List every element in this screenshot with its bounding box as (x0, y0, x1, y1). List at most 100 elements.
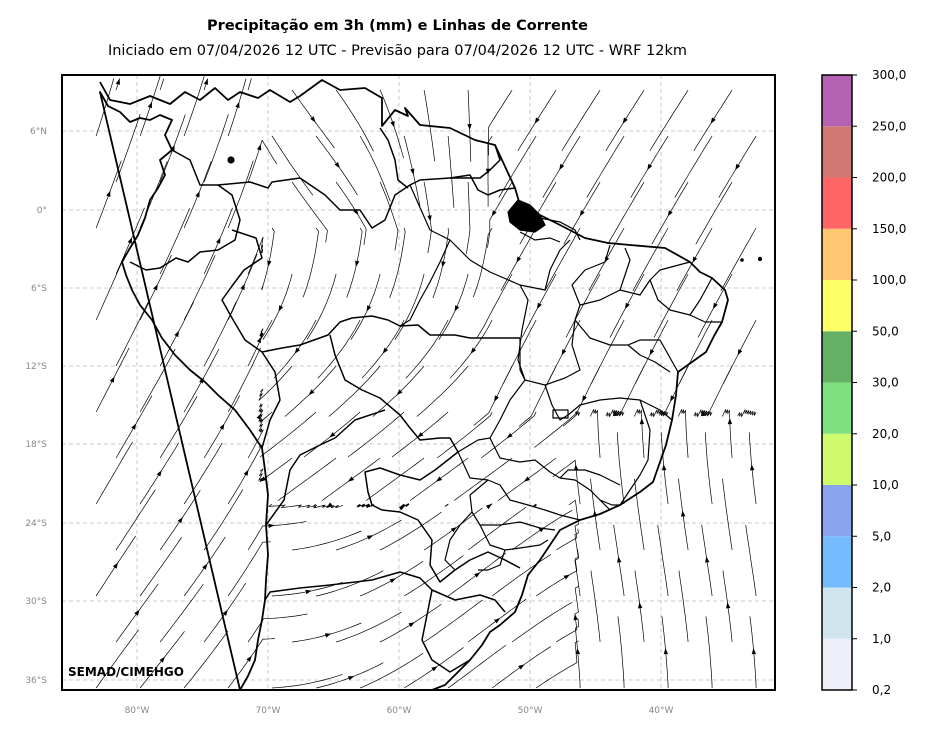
streamline (389, 227, 406, 299)
streamline (535, 640, 579, 689)
streamline (544, 227, 581, 291)
streamline-arrow (109, 376, 115, 383)
streamline-arrow (334, 162, 340, 169)
colorbar-label: 1,0 (872, 632, 891, 646)
streamline-arrow (147, 101, 152, 109)
streamline-arrow (174, 330, 179, 338)
streamline-arrow (737, 349, 743, 356)
colorbar-swatch (822, 638, 852, 690)
streamline (277, 457, 337, 501)
streamline (183, 630, 229, 689)
streamline-arrow (667, 210, 673, 217)
streamline-arrow (523, 476, 531, 482)
streamline-arrow (470, 347, 477, 354)
streamline-arrow (310, 116, 316, 123)
lat-label: 24°S (25, 519, 47, 529)
streamline-arrow (582, 395, 587, 402)
streamline (203, 301, 237, 367)
streamline (574, 528, 581, 597)
streamline (695, 181, 733, 245)
colorbar-swatch (822, 485, 852, 537)
colorbar-swatch (822, 536, 852, 588)
streamline-arrow (559, 163, 565, 171)
streamline-arrow (222, 609, 228, 616)
streamline-arrow (355, 260, 360, 267)
streamline (95, 629, 139, 689)
streamline (653, 273, 689, 338)
streamline (359, 135, 391, 202)
streamline (335, 89, 374, 152)
colorbar-label: 30,0 (872, 376, 899, 390)
streamline (159, 584, 204, 643)
streamline-arrow (617, 556, 622, 563)
state-borders (399, 184, 722, 571)
streamline-arrow (347, 476, 355, 482)
streamline-arrow (243, 469, 249, 476)
streamline (115, 301, 149, 367)
streamline (159, 78, 165, 91)
streamline-arrow (638, 602, 643, 609)
colorbar: 0,2 1,0 2,0 5,0 10,0 20,0 30,0 50,0 100,0 150,0 20… (821, 68, 906, 697)
streamline-arrow (329, 432, 336, 438)
streamline-arrow (450, 527, 457, 533)
streamline-arrow (726, 602, 731, 609)
lat-label: 30°S (25, 597, 47, 607)
streamline-arrow (681, 510, 686, 517)
streamline-arrow (441, 261, 446, 268)
streamline (704, 432, 713, 505)
streamline-arrow (417, 432, 424, 438)
streamline (267, 503, 315, 508)
streamline-arrow (491, 210, 497, 217)
streamline-arrow (153, 284, 158, 291)
streamline-arrow (203, 78, 208, 85)
streamline (317, 319, 361, 379)
streamline-arrow (561, 349, 567, 356)
streamline-arrow (612, 410, 618, 416)
streamline-arrow (647, 163, 653, 171)
streamline (423, 599, 483, 643)
streamline (227, 78, 247, 137)
streamline (447, 135, 455, 208)
streamline (95, 441, 133, 505)
streamline-arrow (670, 395, 675, 402)
streamline (416, 365, 469, 417)
colorbar-label: 200,0 (872, 171, 906, 185)
colorbar-label: 20,0 (872, 427, 899, 441)
lat-label: 0° (37, 206, 47, 216)
map-area (62, 75, 775, 690)
streamline-arrow (278, 305, 284, 312)
streamline-arrow (639, 418, 645, 425)
streamline (405, 319, 449, 379)
streamline (491, 554, 552, 597)
streamline-arrow (134, 609, 140, 616)
streamline-arrow (219, 423, 225, 430)
streamline-arrow (727, 418, 733, 425)
map-frame (61, 74, 776, 691)
streamline (365, 457, 425, 501)
colorbar-label: 0,2 (872, 683, 891, 697)
streamline (227, 160, 254, 229)
streamline-arrow (246, 655, 252, 662)
streamline-arrow (625, 302, 630, 310)
map-title: Precipitação em 3h (mm) e Linhas de Corr… (207, 18, 588, 34)
streamline-arrow (202, 563, 208, 570)
streamline (306, 273, 337, 340)
colorbar-label: 300,0 (872, 68, 906, 82)
streamline-arrow (534, 117, 540, 124)
streamline (159, 208, 190, 275)
streamline-arrow (256, 413, 262, 420)
streamline-arrow (713, 302, 718, 310)
streamline-arrow (112, 562, 118, 569)
streamline-arrow (537, 302, 542, 310)
streamline (379, 511, 442, 551)
streamline (703, 365, 733, 417)
streamline-arrow (431, 666, 438, 672)
streamline (183, 442, 223, 505)
streamline (511, 601, 573, 643)
streamline (720, 227, 757, 291)
lat-label: 12°S (25, 362, 47, 372)
colorbar-label: 50,0 (872, 324, 899, 338)
streamline-arrow (427, 215, 432, 222)
streamline (737, 409, 757, 417)
streamline-arrow (259, 476, 267, 482)
